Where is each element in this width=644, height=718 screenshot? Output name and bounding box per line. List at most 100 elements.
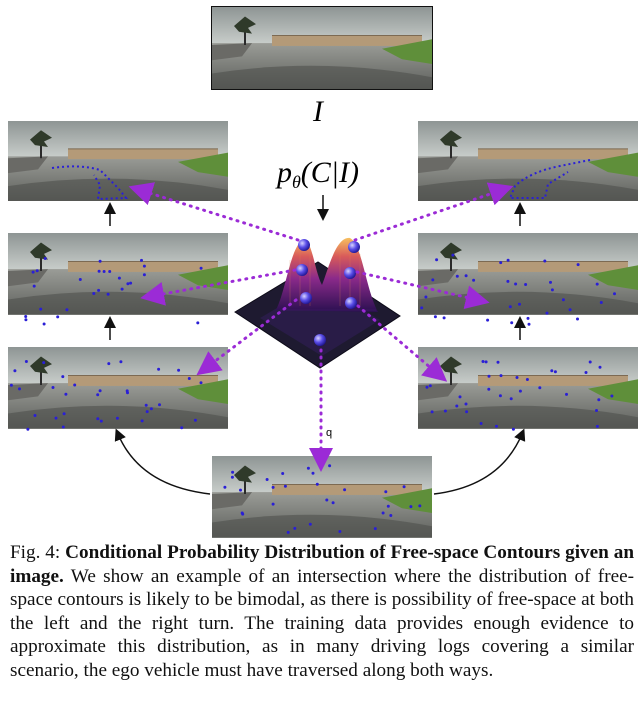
sample-dot — [464, 402, 468, 406]
sample-dot — [486, 318, 490, 322]
sample-dot — [196, 321, 200, 325]
sample-dot — [32, 284, 36, 288]
sample-dot — [597, 398, 601, 402]
sample-dot — [115, 416, 119, 420]
sample-dot — [428, 384, 432, 388]
sample-dot — [550, 369, 554, 373]
dotted-arrow-left-top — [128, 182, 300, 242]
sample-dot — [373, 527, 377, 531]
sample-dot — [331, 501, 335, 505]
sample-dot — [106, 292, 110, 296]
caption-title: Conditional Probability Distribution of … — [10, 542, 634, 587]
sample-dot — [442, 316, 446, 320]
sample-dot — [576, 317, 579, 321]
sample-dot — [510, 321, 514, 325]
sample-dot — [142, 264, 146, 268]
sample-dot — [223, 485, 227, 489]
right-image-bottom — [417, 346, 639, 430]
sample-dot — [458, 395, 462, 399]
sample-dot — [508, 305, 512, 309]
sample-dot — [142, 273, 146, 277]
right-image-mid — [417, 232, 639, 316]
sample-dot — [193, 418, 197, 422]
sample-dot — [568, 308, 572, 312]
sample-dot — [9, 383, 13, 387]
sample-dot — [140, 419, 144, 423]
sample-dot — [61, 375, 65, 379]
sample-dot — [543, 259, 547, 263]
sample-dot — [39, 307, 43, 311]
sample-dot — [610, 394, 614, 398]
sample-dot — [98, 259, 102, 263]
sample-dot — [97, 288, 101, 292]
sample-dot — [588, 360, 592, 364]
sample-dot — [33, 414, 37, 417]
sample-dot — [51, 386, 55, 389]
sample-dot — [455, 404, 459, 408]
sample-dot — [26, 427, 30, 431]
sample-dot — [435, 258, 439, 262]
sample-dot — [584, 371, 588, 374]
sample-dot — [43, 257, 47, 260]
sample-dot — [526, 316, 530, 320]
dotted-arrow-right-top — [353, 182, 514, 242]
sample-dot — [140, 258, 143, 262]
sample-dot — [443, 409, 447, 413]
sample-dot — [525, 378, 529, 381]
sample-dot — [514, 282, 518, 286]
sample-dot — [271, 485, 275, 489]
sample-dot — [599, 301, 603, 304]
sample-dot — [315, 482, 319, 486]
sample-dot — [240, 511, 244, 515]
sample-dot — [515, 376, 519, 379]
sample-dot — [499, 374, 503, 378]
probability-surface — [234, 237, 401, 369]
contour-dots-right-top — [508, 159, 591, 199]
sample-dot — [498, 394, 502, 398]
sample-dot — [31, 270, 35, 274]
sample-dot — [506, 279, 510, 283]
contour-dots-left-top — [51, 165, 129, 201]
sample-dot — [538, 386, 542, 390]
sample-dot — [409, 505, 413, 509]
sample-dot — [120, 287, 124, 291]
sample-dot — [160, 299, 164, 303]
sample-dot — [158, 403, 161, 407]
input-image — [211, 6, 433, 90]
figure-illustration: I pθ(C|I) — [7, 6, 639, 539]
sample-dot — [99, 419, 103, 423]
figure-caption: Fig. 4: Conditional Probability Distribu… — [10, 541, 634, 683]
sample-dot — [487, 374, 491, 378]
sample-dot — [24, 315, 28, 318]
sample-dot — [13, 369, 17, 373]
sample-dot — [97, 269, 101, 273]
sample-dot — [126, 391, 129, 395]
sample-dot — [613, 292, 616, 296]
sample-dot — [420, 306, 424, 310]
input-symbol: I — [312, 95, 325, 128]
left-image-top — [7, 120, 229, 202]
sample-dot — [265, 478, 269, 481]
dotted-arrow-right-mid — [355, 270, 490, 309]
label-args: (C|I) — [301, 156, 359, 189]
sample-dot — [484, 360, 488, 364]
sample-dot — [199, 381, 203, 385]
sample-dot — [598, 365, 602, 369]
sample-dot — [451, 253, 455, 257]
sample-dot — [102, 270, 106, 273]
sample-label: q — [326, 427, 332, 439]
sample-dot — [119, 360, 123, 364]
sample-dot — [308, 522, 312, 526]
sample-dot — [126, 282, 130, 286]
sample-dot — [108, 270, 112, 273]
sample-dot — [64, 392, 68, 396]
sample-dot — [61, 425, 65, 429]
sample-dot — [424, 295, 428, 299]
sample-dot — [495, 424, 498, 428]
sample-dot — [73, 383, 77, 387]
sample-dot — [389, 514, 393, 517]
sample-dot — [177, 368, 181, 372]
sample-dot — [92, 292, 96, 295]
sample-dot — [481, 360, 485, 363]
sample-dot — [479, 422, 483, 425]
